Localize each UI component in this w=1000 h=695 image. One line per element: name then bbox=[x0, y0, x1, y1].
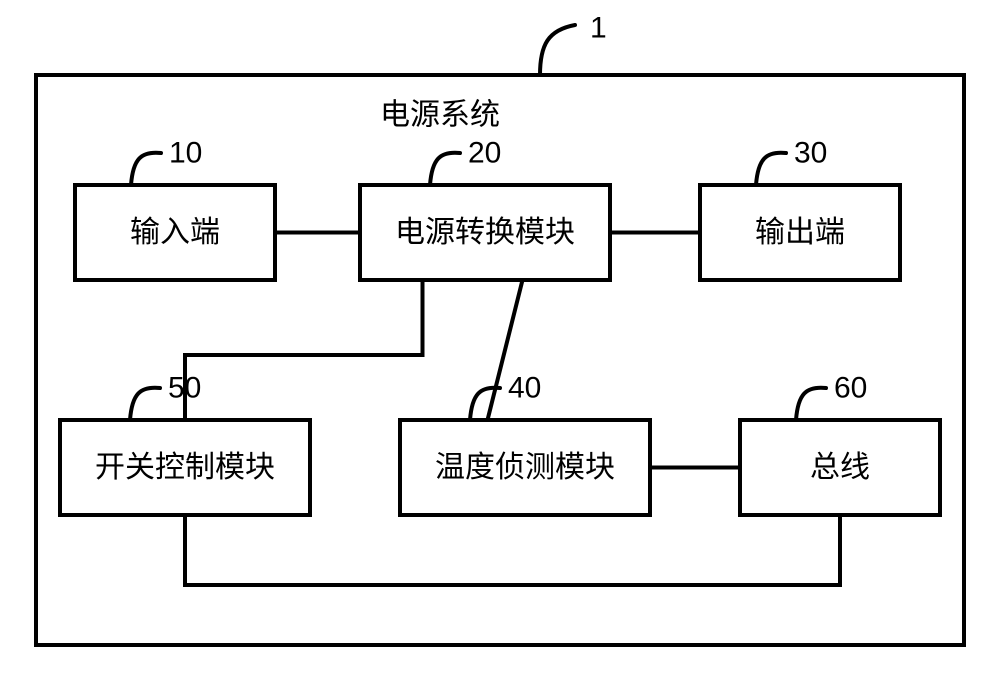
ref-hook-n30 bbox=[756, 153, 786, 185]
ref-number-n20: 20 bbox=[468, 137, 501, 170]
node-label-n60: 总线 bbox=[810, 451, 870, 484]
node-label-n10: 输入端 bbox=[130, 216, 220, 249]
ref-number-n40: 40 bbox=[508, 372, 541, 405]
ref-number-n10: 10 bbox=[169, 137, 202, 170]
node-label-n20: 电源转换模块 bbox=[395, 216, 575, 249]
node-n30: 输出端 30 bbox=[700, 137, 900, 281]
node-label-n30: 输出端 bbox=[755, 216, 845, 249]
ref-number-n50: 50 bbox=[168, 372, 201, 405]
ref-hook-n50 bbox=[130, 388, 160, 420]
node-label-n40: 温度侦测模块 bbox=[435, 451, 615, 484]
ref-number-n30: 30 bbox=[794, 137, 827, 170]
node-n40: 温度侦测模块 40 bbox=[400, 372, 650, 516]
node-n10: 输入端 10 bbox=[75, 137, 275, 281]
outer-ref-number: 1 bbox=[590, 12, 607, 45]
ref-hook-n60 bbox=[796, 388, 826, 420]
edge-n50-n60 bbox=[185, 515, 840, 585]
ref-hook-n10 bbox=[131, 153, 161, 185]
node-n20: 电源转换模块 20 bbox=[360, 137, 610, 281]
node-n50: 开关控制模块 50 bbox=[60, 372, 310, 516]
ref-number-n60: 60 bbox=[834, 372, 867, 405]
outer-ref-hook bbox=[540, 25, 575, 75]
ref-hook-n20 bbox=[430, 153, 460, 185]
system-title: 电源系统 bbox=[380, 99, 500, 132]
diagram-canvas: 1 电源系统输入端 10 电源转换模块 20 输出端 30 开关控制模块 50 温度侦测模块 40 总… bbox=[0, 0, 1000, 695]
node-label-n50: 开关控制模块 bbox=[95, 451, 275, 484]
node-n60: 总线 60 bbox=[740, 372, 940, 516]
edge-n20-n50 bbox=[185, 280, 423, 420]
